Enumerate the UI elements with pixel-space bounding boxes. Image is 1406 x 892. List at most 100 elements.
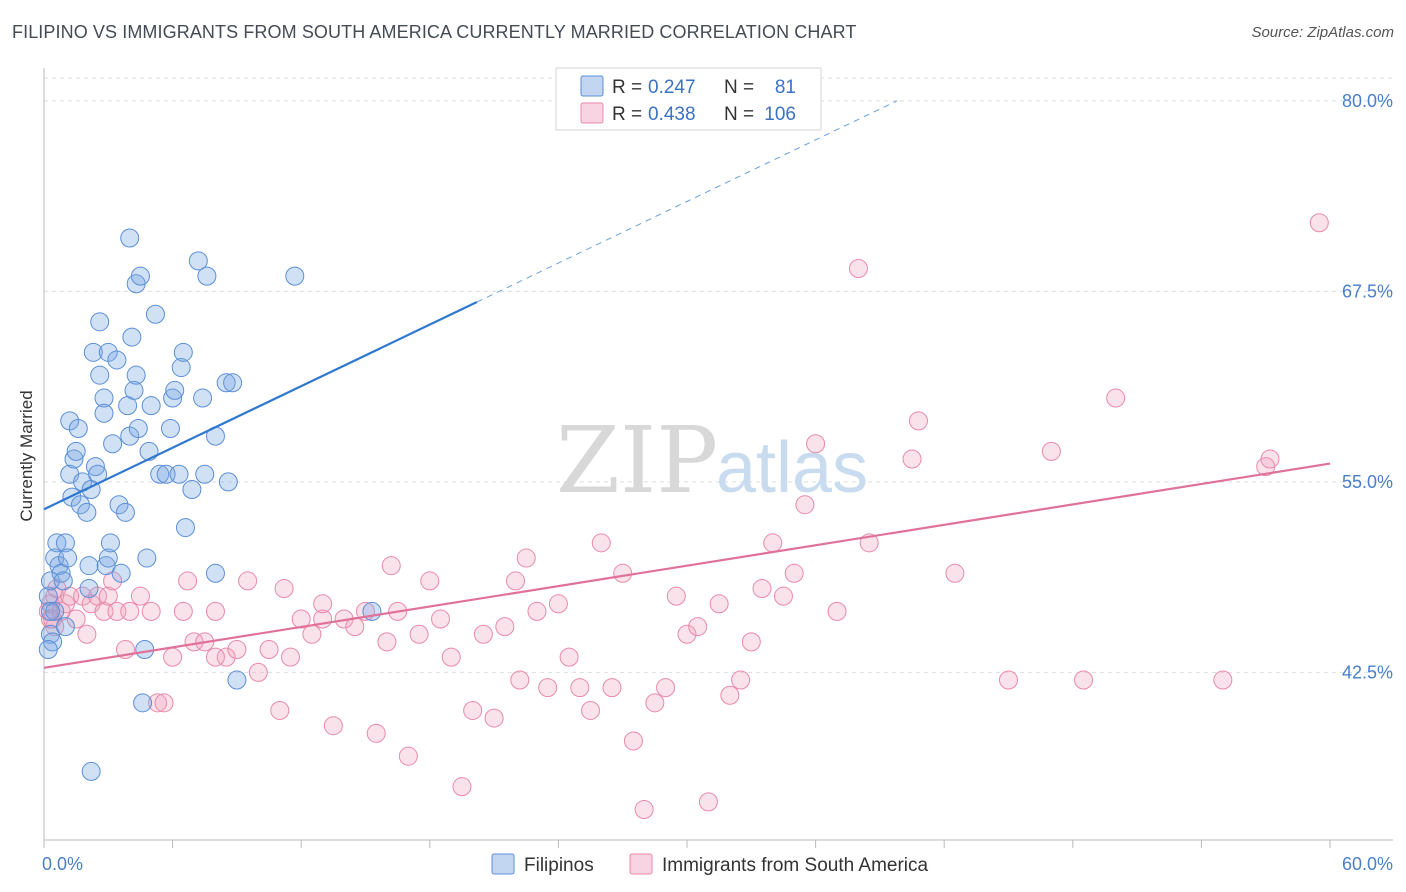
- scatter-point: [516, 548, 536, 568]
- scatter-point: [484, 708, 504, 728]
- y-tick-label: 55.0%: [1342, 472, 1393, 492]
- scatter-point: [666, 586, 686, 606]
- scatter-point: [216, 373, 236, 393]
- scatter-point: [133, 693, 153, 713]
- legend-r-value-1: 0.247: [648, 77, 696, 98]
- scatter-point: [81, 761, 101, 781]
- scatter-point: [58, 548, 78, 568]
- trend-line-extension: [476, 100, 898, 303]
- scatter-point: [285, 266, 305, 286]
- scatter-point: [366, 723, 386, 743]
- scatter-point: [227, 670, 247, 690]
- scatter-point: [145, 304, 165, 324]
- scatter-point: [506, 571, 526, 591]
- scatter-point: [409, 624, 429, 644]
- series-blue-points: [38, 228, 382, 781]
- scatter-point: [55, 533, 75, 553]
- scatter-point: [79, 579, 99, 599]
- scatter-point: [218, 472, 238, 492]
- scatter-point: [122, 327, 142, 347]
- bottom-legend: Filipinos Immigrants from South America: [491, 853, 929, 876]
- scatter-point: [848, 259, 868, 278]
- scatter-point: [945, 563, 965, 583]
- scatter-point: [908, 411, 928, 431]
- legend-r-label-1: R =: [612, 77, 642, 98]
- scatter-point: [163, 388, 183, 408]
- y-tick-label: 80.0%: [1342, 91, 1393, 111]
- scatter-point: [98, 548, 118, 568]
- watermark-zip: ZIP: [556, 407, 718, 514]
- scatter-point: [1309, 213, 1329, 233]
- scatter-point: [64, 449, 84, 469]
- y-tick-label: 67.5%: [1342, 281, 1393, 301]
- x-tick-label-max: 60.0%: [1342, 854, 1393, 874]
- scatter-point: [205, 601, 225, 621]
- series-pink-points: [38, 213, 1329, 820]
- axes: [43, 68, 1393, 848]
- scatter-point: [68, 419, 88, 439]
- scatter-point: [173, 342, 193, 362]
- scatter-point: [55, 617, 75, 637]
- scatter-point: [77, 502, 97, 522]
- scatter-point: [420, 571, 440, 591]
- scatter-point: [169, 464, 189, 484]
- scatter-point: [548, 594, 568, 614]
- scatter-point: [124, 380, 144, 400]
- scatter-point: [698, 792, 718, 812]
- bottom-legend-swatch-pink: [629, 853, 653, 875]
- y-axis-title: Currently Married: [17, 390, 36, 521]
- scatter-point: [197, 266, 217, 286]
- scatter-point: [302, 624, 322, 644]
- scatter-point: [94, 403, 114, 423]
- scatter-point: [77, 624, 97, 644]
- scatter-point: [827, 601, 847, 621]
- scatter-point: [623, 731, 643, 751]
- scatter-point: [270, 700, 290, 720]
- scatter-point: [1106, 388, 1126, 408]
- scatter-point: [581, 700, 601, 720]
- scatter-point: [223, 373, 243, 393]
- trend-line: [43, 301, 478, 511]
- scatter-point: [452, 777, 472, 797]
- scatter-point: [188, 251, 208, 271]
- scatter-point: [205, 647, 225, 667]
- watermark: ZIP atlas: [556, 407, 868, 514]
- scatter-point: [227, 640, 247, 659]
- legend-swatch-pink: [580, 102, 604, 124]
- scatter-point: [135, 640, 155, 659]
- scatter-point: [1260, 449, 1280, 469]
- scatter-point: [313, 594, 333, 614]
- scatter-point: [53, 571, 73, 591]
- scatter-point: [141, 601, 161, 621]
- scatter-point: [90, 365, 110, 385]
- scatter-point: [1074, 670, 1094, 690]
- scatter-point: [902, 449, 922, 469]
- scatter-point: [720, 685, 740, 705]
- scatter-point: [656, 678, 676, 698]
- scatter-point: [130, 266, 150, 286]
- scatter-point: [591, 533, 611, 553]
- scatter-point: [205, 563, 225, 583]
- scatter-point: [677, 624, 697, 644]
- legend-r-value-2: 0.438: [648, 104, 696, 125]
- scatter-point: [83, 342, 103, 362]
- legend-n-label-1: N =: [724, 77, 754, 98]
- scatter-point: [90, 312, 110, 332]
- scatter-point: [154, 693, 174, 713]
- scatter-point: [100, 533, 120, 553]
- scatter-point: [763, 533, 783, 553]
- scatter-point: [40, 624, 60, 644]
- scatter-point: [323, 716, 343, 736]
- scatter-point: [120, 601, 140, 621]
- scatter-point: [527, 601, 547, 621]
- scatter-point: [280, 647, 300, 667]
- y-tick-label: 42.5%: [1342, 662, 1393, 682]
- scatter-point: [602, 678, 622, 698]
- scatter-point: [238, 571, 258, 591]
- scatter-point: [109, 495, 129, 515]
- scatter-point: [148, 693, 168, 713]
- scatter-point: [150, 464, 170, 484]
- scatter-point: [107, 350, 127, 370]
- scatter-point: [163, 647, 183, 667]
- legend-n-value-1: 81: [775, 77, 796, 98]
